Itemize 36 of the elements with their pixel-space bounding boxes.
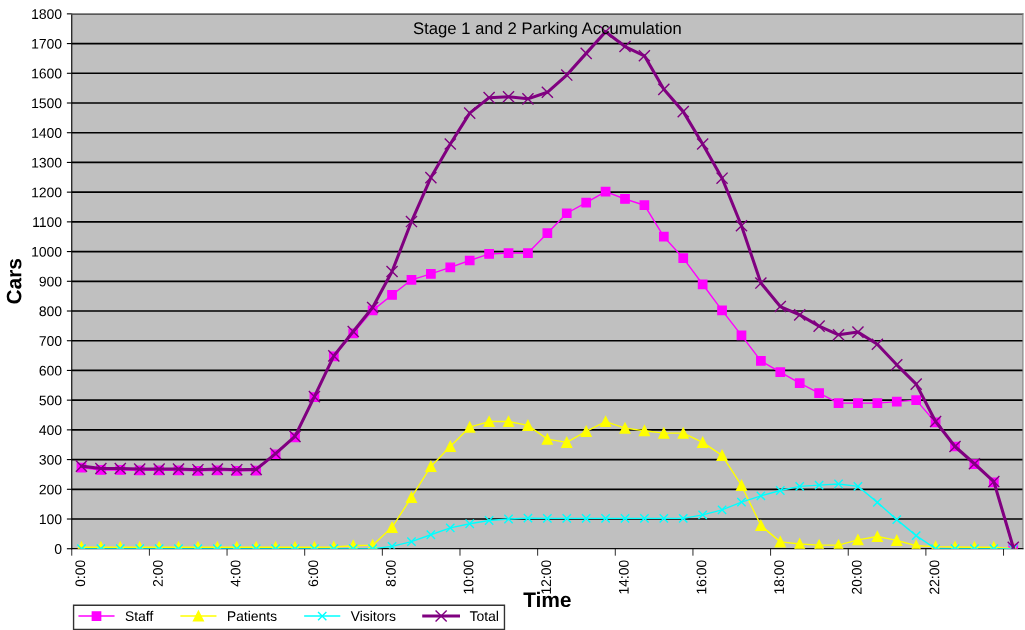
x-tick-label: 20:00 xyxy=(851,560,862,594)
x-tick-label: 8:00 xyxy=(385,560,396,587)
x-tick-label: 22:00 xyxy=(929,560,940,594)
y-tick-label: 0 xyxy=(54,544,62,554)
y-tick-label: 1000 xyxy=(32,246,62,257)
y-tick-label: 1700 xyxy=(32,38,62,49)
y-tick-label: 400 xyxy=(39,425,62,436)
y-tick-label: 900 xyxy=(39,276,62,287)
y-tick-label: 300 xyxy=(39,454,62,465)
y-tick-label: 1500 xyxy=(32,98,62,109)
legend-label: Total xyxy=(469,610,498,622)
x-tick-label: 16:00 xyxy=(696,560,707,594)
y-tick-label: 1400 xyxy=(32,128,62,138)
x-tick-label: 4:00 xyxy=(230,560,241,587)
y-tick-label: 800 xyxy=(39,306,62,317)
y-tick-label: 100 xyxy=(39,514,62,525)
x-tick-label: 0:00 xyxy=(75,560,86,587)
legend-label: Staff xyxy=(125,610,154,622)
y-tick-label: 200 xyxy=(39,484,62,495)
y-tick-label: 1300 xyxy=(32,157,62,168)
x-tick-label: 6:00 xyxy=(308,560,319,587)
y-tick-label: 1800 xyxy=(32,9,62,20)
y-tick-label: 500 xyxy=(39,395,62,406)
x-tick-label: 18:00 xyxy=(774,560,785,594)
x-tick-label: 10:00 xyxy=(463,560,474,594)
y-tick-label: 1200 xyxy=(32,187,62,198)
chart-title: Stage 1 and 2 Parking Accumulation xyxy=(413,21,681,38)
y-tick-label: 700 xyxy=(39,336,62,346)
y-tick-label: 1100 xyxy=(33,217,62,228)
x-tick-label: 2:00 xyxy=(153,560,163,587)
legend-label: Visitors xyxy=(350,610,396,622)
x-tick-label: 14:00 xyxy=(618,560,629,594)
y-axis-title: Cars xyxy=(6,258,22,304)
y-tick-label: 600 xyxy=(39,365,62,376)
legend-label: Patients xyxy=(228,610,277,622)
y-tick-label: 1600 xyxy=(32,68,62,79)
